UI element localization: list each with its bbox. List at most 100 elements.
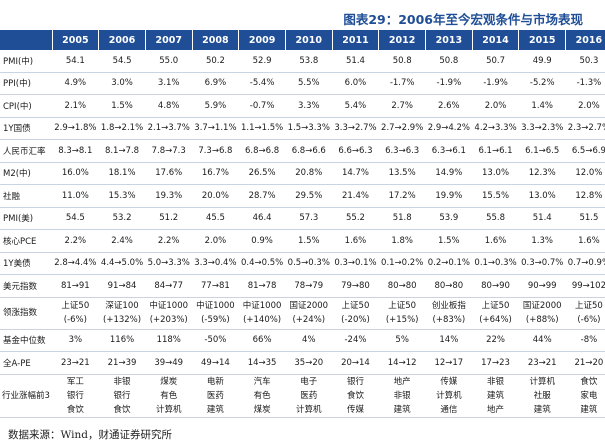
table-cell: 80→90 <box>472 274 519 298</box>
column-header: 2015 <box>518 30 567 50</box>
row-label: PMI(中) <box>0 50 52 73</box>
table-cell: 51.4 <box>518 207 566 230</box>
table-cell: 电子 医药 计算机 <box>285 374 333 418</box>
table-cell: 80→80 <box>378 274 426 298</box>
table-cell: 53.2 <box>98 207 146 230</box>
table-row: 1Y国债 2.9→1.8% 1.8→2.1% 2.1→3.7% 3.7→1.1% 1.1→… <box>0 117 605 140</box>
cell-line: 医药 <box>206 390 224 401</box>
table-cell: 3.7→1.1% <box>192 117 239 140</box>
table-cell: 26.5% <box>238 162 286 185</box>
table-cell: 6.3→6.3 <box>378 139 426 163</box>
table-cell: 16.7% <box>192 162 239 185</box>
cell-line: 传媒 <box>346 404 364 415</box>
cell-line: 上证50 <box>61 301 90 311</box>
table-cell: 35→20 <box>285 351 333 375</box>
table-cell: 53.8 <box>285 50 333 73</box>
table-cell: 17.6% <box>145 162 193 185</box>
cell-line: 建筑 <box>206 404 224 415</box>
table-row: 社融 11.0% 15.3% 19.3% 20.0% 28.7% 29.5% 21.4% 17.… <box>0 184 605 208</box>
table-cell: 13.5% <box>378 162 426 185</box>
table-cell: 0.3→0.1% <box>332 252 379 275</box>
table-cell: 13.0% <box>472 162 519 185</box>
table-cell: 12.8% <box>565 184 605 208</box>
table-cell: -1.9% <box>472 72 519 95</box>
table-cell: 非银 建筑 地产 <box>472 374 519 418</box>
table-cell: 中证1000 (+203%) <box>145 297 193 330</box>
cell-line: 食饮 <box>346 390 364 401</box>
table-cell: 53.9 <box>425 207 473 230</box>
table-cell: 14→12 <box>378 351 426 375</box>
source-note: 数据来源：Wind，财通证券研究所 <box>8 429 172 441</box>
table-cell: 上证50 (-6%) <box>565 297 605 330</box>
table-cell: 50.7 <box>472 50 519 73</box>
table-cell: 118% <box>145 329 193 352</box>
table-cell: 51.8 <box>378 207 426 230</box>
table-cell: 6.1→6.1 <box>472 139 519 163</box>
table-cell: 6.0% <box>332 72 379 95</box>
cell-line: 建筑 <box>580 404 598 415</box>
column-header: 2016 <box>565 30 605 50</box>
table-cell: 49→14 <box>192 351 239 375</box>
table-cell: 15.5% <box>472 184 519 208</box>
table-cell: 2.4% <box>98 229 146 253</box>
table-cell: 28.7% <box>238 184 286 208</box>
cell-line: 通信 <box>440 404 458 415</box>
table-cell: 4.8% <box>145 94 193 118</box>
table-cell: 3.3% <box>285 94 333 118</box>
cell-line: 医药 <box>300 390 318 401</box>
cell-line: (+83%) <box>432 315 466 325</box>
table-cell: 1.5% <box>98 94 146 118</box>
row-label: PMI(美) <box>0 207 52 230</box>
cell-line: 电子 <box>300 376 318 387</box>
table-cell: 55.0 <box>145 50 193 73</box>
table-cell: 中证1000 (-59%) <box>192 297 239 330</box>
cell-line: (+140%) <box>243 315 282 325</box>
table-cell: 45.5 <box>192 207 239 230</box>
column-header: 2007 <box>145 30 193 50</box>
table-cell: 50.2 <box>192 50 239 73</box>
cell-line: 计算机 <box>529 376 555 387</box>
table-cell: 12→17 <box>425 351 473 375</box>
cell-line: 深证100 <box>105 301 139 311</box>
cell-line: (+203%) <box>149 315 188 325</box>
table-row: 1Y美债 2.8→4.4% 4.4→5.0% 5.0→3.3% 3.3→0.4% 0.4→… <box>0 252 605 275</box>
table-row: PPI(中) 4.9% 3.0% 3.1% 6.9% -5.4% 5.5% 6.0% -1.7%… <box>0 72 605 95</box>
table-cell: 非银 银行 食饮 <box>98 374 146 418</box>
table-cell: 3.1% <box>145 72 193 95</box>
table-row: PMI(美) 54.5 53.2 51.2 45.5 46.4 57.3 55.2 51.8 53… <box>0 207 605 230</box>
table-cell: 13.0% <box>518 184 566 208</box>
table-cell: 17.2% <box>378 184 426 208</box>
table-cell: 49.9 <box>518 50 566 73</box>
table-row: CPI(中) 2.1% 1.5% 4.8% 5.9% -0.7% 3.3% 5.4% 2.7% 2… <box>0 94 605 118</box>
table-cell: 77→81 <box>192 274 239 298</box>
table-cell: 44% <box>518 329 566 352</box>
cell-line: (+88%) <box>525 315 559 325</box>
table-cell: 1.4% <box>518 94 566 118</box>
cell-line: 国证2000 <box>522 301 562 311</box>
table-cell: 煤炭 有色 计算机 <box>145 374 193 418</box>
table-cell: 21→20 <box>565 351 605 375</box>
table-cell: 2.8→4.4% <box>52 252 99 275</box>
table-cell: 1.5→3.3% <box>285 117 333 140</box>
table-cell: 18.1% <box>98 162 146 185</box>
macro-market-table-area: 2005 2006 2007 2008 2009 2010 2011 2012 2013 2014… <box>0 30 605 424</box>
row-label: 社融 <box>0 184 52 208</box>
table-cell: 食饮 家电 建筑 <box>565 374 605 418</box>
table-cell: 84→77 <box>145 274 193 298</box>
table-cell: 55.8 <box>472 207 519 230</box>
row-label: 核心PCE <box>0 229 52 253</box>
cell-line: 社服 <box>533 390 551 401</box>
column-header: 2009 <box>238 30 286 50</box>
table-cell: 2.6% <box>425 94 473 118</box>
cell-line: 建筑 <box>393 404 411 415</box>
table-cell: 19.9% <box>425 184 473 208</box>
table-cell: 66% <box>238 329 286 352</box>
table-cell: 116% <box>98 329 146 352</box>
table-cell: 50.8 <box>378 50 426 73</box>
table-cell: 51.2 <box>145 207 193 230</box>
table-cell: 0.7→0.9% <box>565 252 605 275</box>
column-header: 2005 <box>52 30 100 50</box>
table-cell: 银行 食饮 传媒 <box>332 374 379 418</box>
table-cell: -8% <box>565 329 605 352</box>
table-cell: 2.0% <box>192 229 239 253</box>
